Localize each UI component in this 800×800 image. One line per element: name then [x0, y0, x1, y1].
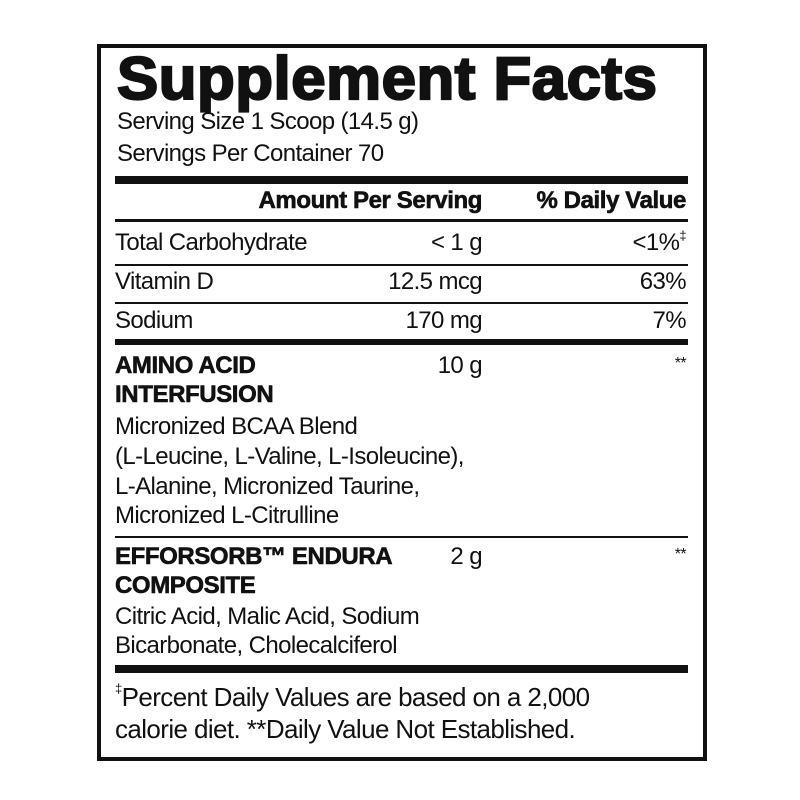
divider	[115, 302, 688, 304]
blend-amount: 2 g	[450, 543, 482, 570]
blend-name: EFFORSORB™ ENDURA	[115, 543, 393, 571]
ingredient-line: Micronized L-Citrulline	[115, 502, 339, 529]
ingredient-line: Bicarbonate, Cholecalciferol	[115, 632, 398, 659]
nutrient-name: Vitamin D	[115, 268, 214, 295]
nutrient-amount: 170 mg	[405, 307, 483, 334]
nutrient-name: Total Carbohydrate	[115, 229, 308, 256]
blend-name: INTERFUSION	[115, 381, 274, 409]
thick-divider	[115, 339, 688, 345]
blend-name: COMPOSITE	[115, 572, 256, 600]
panel-title: Supplement Facts	[116, 45, 658, 112]
blend-dv: **	[674, 355, 687, 372]
supplement-facts-panel	[97, 44, 707, 761]
blend-name: AMINO ACID	[115, 352, 256, 380]
footnote-line-1: ‡Percent Daily Values are based on a 2,0…	[115, 681, 590, 713]
servings-per-container: Servings Per Container 70	[117, 140, 384, 167]
nutrient-amount: 12.5 mcg	[388, 268, 483, 295]
daily-value-header: % Daily Value	[536, 187, 687, 215]
nutrient-dv: 63%	[639, 268, 687, 295]
divider	[115, 264, 688, 266]
divider	[115, 219, 688, 222]
thick-divider	[115, 665, 688, 673]
ingredient-line: Micronized BCAA Blend	[115, 413, 358, 440]
divider	[115, 536, 688, 538]
footnote-line-2: calorie diet. **Daily Value Not Establis…	[115, 714, 576, 744]
nutrient-dv: <1%‡	[632, 228, 686, 257]
amount-per-serving-header: Amount Per Serving	[258, 187, 483, 215]
nutrient-dv: 7%	[652, 307, 687, 334]
ingredient-line: L-Alanine, Micronized Taurine,	[115, 473, 420, 500]
thick-divider	[115, 176, 688, 184]
blend-dv: **	[674, 546, 687, 563]
blend-amount: 10 g	[437, 352, 483, 379]
ingredient-line: (L-Leucine, L-Valine, L-Isoleucine),	[115, 443, 464, 470]
nutrient-name: Sodium	[115, 307, 193, 334]
nutrient-amount: < 1 g	[430, 229, 483, 256]
serving-size: Serving Size 1 Scoop (14.5 g)	[117, 108, 419, 135]
ingredient-line: Citric Acid, Malic Acid, Sodium	[115, 603, 420, 630]
